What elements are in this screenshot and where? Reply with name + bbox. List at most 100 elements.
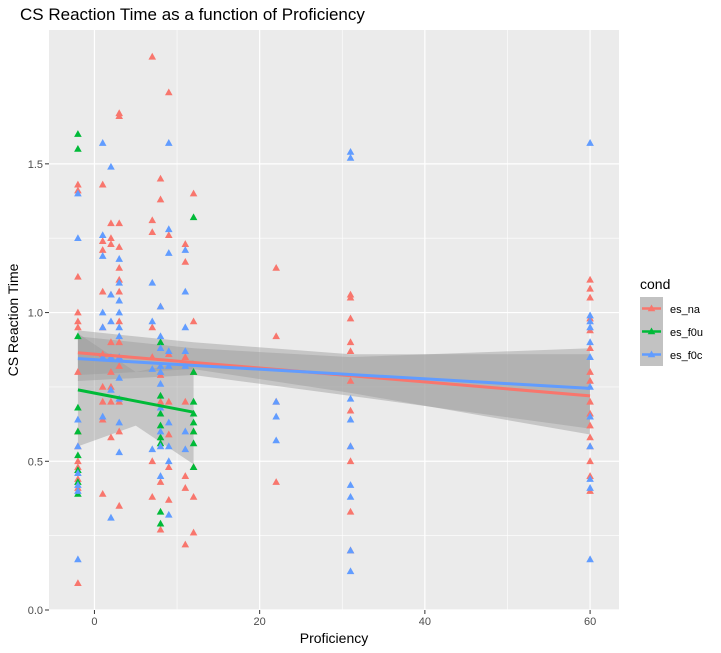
point-es_na xyxy=(74,368,82,375)
point-es_f0c xyxy=(107,290,115,298)
point-es_f0c xyxy=(164,139,173,146)
point-es_f0c xyxy=(98,353,107,360)
point-es_f0c xyxy=(346,481,355,488)
chart-title: CS Reaction Time as a function of Profic… xyxy=(20,5,365,24)
point-es_na xyxy=(98,382,107,390)
x-tick-label: 20 xyxy=(254,616,266,628)
point-es_na xyxy=(346,314,355,322)
point-es_na xyxy=(164,463,173,471)
point-es_na xyxy=(115,362,124,369)
point-es_na xyxy=(346,347,355,355)
minor-gridlines xyxy=(49,30,619,610)
point-es_f0c xyxy=(346,147,355,155)
point-es_f0u xyxy=(74,144,82,152)
x-axis-ticks: 0 20 40 60 xyxy=(91,610,596,628)
point-es_f0c xyxy=(115,308,124,316)
point-es_f0c xyxy=(98,252,107,259)
point-es_f0c xyxy=(115,255,124,262)
ribbon-es_na xyxy=(77,330,591,435)
point-es_na xyxy=(98,397,107,405)
point-es_f0c xyxy=(148,317,157,325)
point-es_f0c xyxy=(164,510,173,518)
point-es_na xyxy=(115,317,124,325)
point-es_f0c xyxy=(156,427,165,435)
point-es_f0c xyxy=(164,225,173,233)
point-es_na xyxy=(74,180,82,188)
x-axis-title: Proficiency xyxy=(300,630,368,646)
point-es_na xyxy=(98,180,107,188)
point-es_na xyxy=(74,323,82,331)
x-tick-label: 60 xyxy=(584,616,596,628)
ribbon-es_f0u xyxy=(77,333,194,465)
point-es_na xyxy=(148,52,157,60)
point-es_f0c xyxy=(98,139,107,146)
point-es_f0c xyxy=(107,162,115,170)
point-es_f0c xyxy=(181,323,190,331)
legend-label-es_na: es_na xyxy=(670,304,701,316)
point-es_na xyxy=(74,457,82,465)
point-es_na xyxy=(148,492,157,500)
point-es_na xyxy=(346,376,355,384)
point-es_f0c xyxy=(98,231,107,239)
point-es_f0c xyxy=(164,347,173,355)
y-tick-label: 0.0 xyxy=(28,605,43,617)
point-es_f0c xyxy=(156,472,165,479)
point-es_na xyxy=(586,457,594,465)
regression-lines xyxy=(77,351,591,414)
point-es_na xyxy=(346,338,355,346)
point-es_na xyxy=(181,258,190,265)
point-es_f0c xyxy=(181,427,190,435)
y-axis-ticks: 0.0 0.5 1.0 1.5 xyxy=(28,159,49,617)
point-es_f0c xyxy=(272,436,280,444)
point-es_f0c xyxy=(115,296,124,304)
point-es_f0u xyxy=(156,507,165,515)
point-es_f0c xyxy=(164,249,173,256)
legend-title: cond xyxy=(640,276,670,292)
point-es_na xyxy=(181,540,190,548)
point-es_na xyxy=(346,457,355,465)
point-es_na xyxy=(107,219,115,227)
point-es_f0c xyxy=(98,412,107,420)
point-es_na xyxy=(148,457,157,465)
point-es_na xyxy=(115,243,124,250)
point-es_f0c xyxy=(74,234,82,242)
point-es_f0c xyxy=(181,445,190,453)
point-es_f0u xyxy=(189,427,198,435)
point-es_na xyxy=(272,263,280,271)
point-es_f0c xyxy=(74,415,82,423)
point-es_na xyxy=(164,495,173,503)
point-es_f0c xyxy=(148,445,157,453)
point-es_f0c xyxy=(164,457,173,465)
legend-marker-es_na xyxy=(647,304,656,312)
legend-marker-es_f0u xyxy=(647,327,656,335)
point-es_f0u xyxy=(189,409,198,417)
point-es_na xyxy=(107,397,115,405)
point-es_f0c xyxy=(586,317,594,325)
point-es_f0c xyxy=(156,362,165,369)
point-es_f0c xyxy=(181,287,190,295)
point-es_na xyxy=(189,317,198,325)
legend-label-es_f0c: es_f0c xyxy=(670,350,703,362)
point-es_f0c xyxy=(164,362,173,369)
point-es_f0u xyxy=(74,451,82,459)
point-es_na xyxy=(156,174,165,182)
point-es_na xyxy=(272,332,280,340)
point-es_na xyxy=(148,216,157,224)
point-es_na xyxy=(586,376,594,384)
point-es_na xyxy=(148,323,157,331)
point-es_na xyxy=(156,525,165,533)
point-es_na xyxy=(272,478,280,485)
point-es_f0u xyxy=(74,403,82,411)
point-es_na xyxy=(74,308,82,316)
y-axis-title: CS Reaction Time xyxy=(5,263,21,376)
point-es_na xyxy=(189,189,198,197)
point-es_na xyxy=(346,290,355,298)
point-es_f0c xyxy=(107,513,115,521)
point-es_f0u xyxy=(74,130,82,137)
point-es_na xyxy=(586,344,594,352)
fit-line-es_f0u xyxy=(77,388,194,414)
point-es_na xyxy=(115,219,124,227)
point-es_f0u xyxy=(156,391,165,399)
point-es_f0c xyxy=(115,278,124,286)
point-es_na xyxy=(181,472,190,479)
